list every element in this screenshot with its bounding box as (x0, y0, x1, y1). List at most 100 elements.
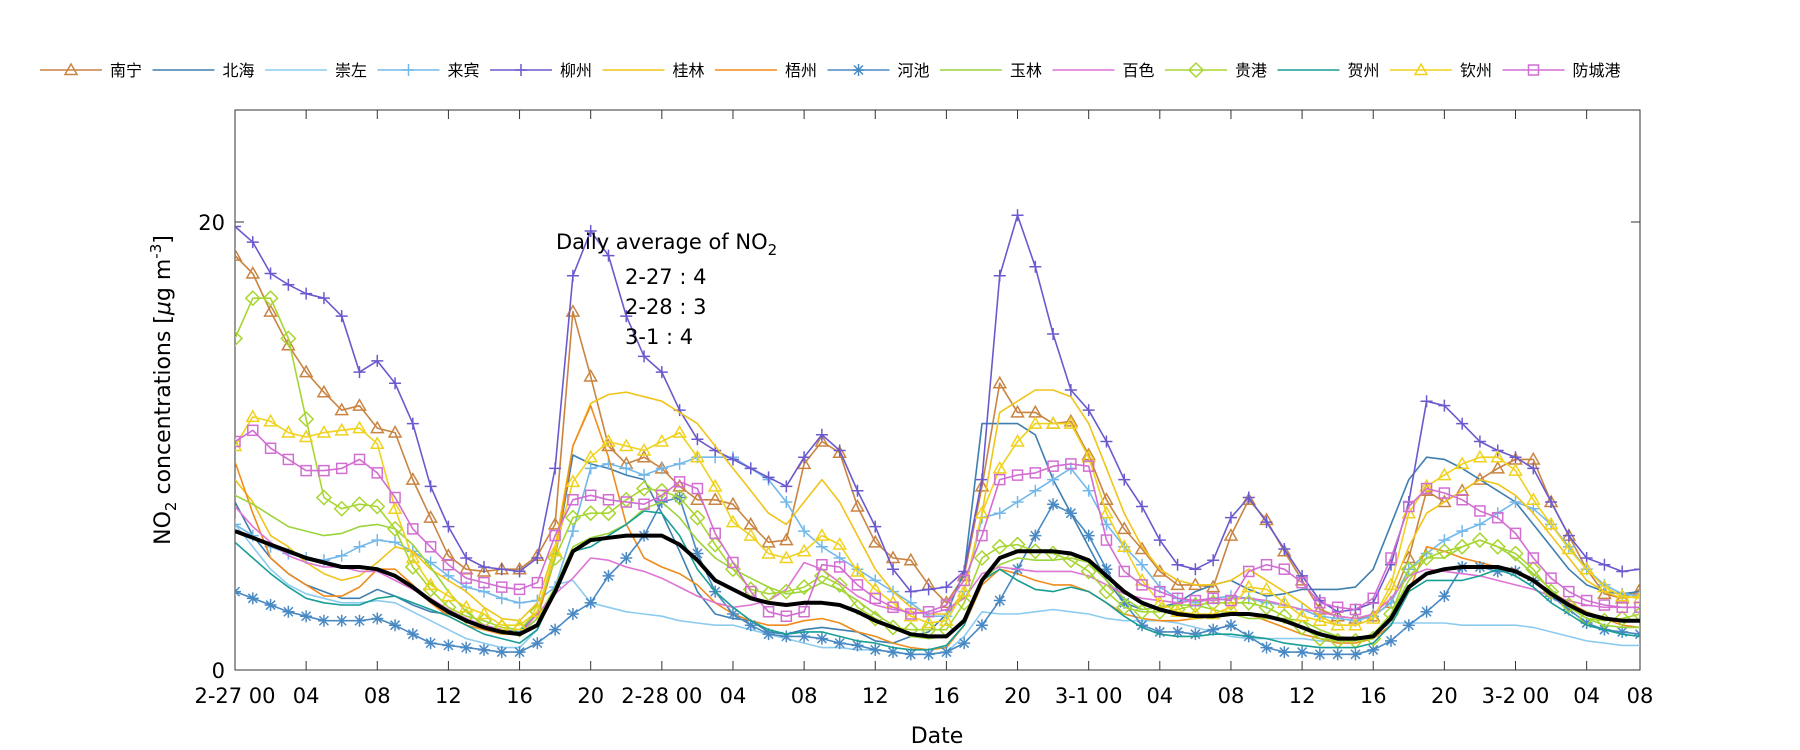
data-point (245, 266, 261, 279)
data-point (353, 366, 366, 379)
data-point (1508, 463, 1523, 476)
data-point (369, 498, 386, 515)
data-point (371, 612, 384, 625)
data-point (405, 550, 421, 564)
data-point (389, 377, 402, 390)
data-point (1207, 623, 1220, 636)
legend-label: 南宁 (110, 61, 142, 80)
legend-label: 百色 (1123, 61, 1155, 80)
data-point (549, 529, 561, 542)
data-point (958, 637, 971, 650)
data-point (904, 648, 917, 661)
data-point (245, 409, 261, 423)
data-point (638, 469, 651, 482)
data-point (1063, 416, 1079, 429)
data-point (798, 525, 811, 538)
data-point (496, 581, 508, 593)
legend-item: 来宾 (377, 61, 480, 80)
data-point (1632, 590, 1640, 604)
data-point (1011, 209, 1024, 222)
data-point (726, 453, 739, 466)
legend-label: 贵港 (1235, 61, 1267, 80)
data-point (476, 563, 492, 577)
data-point (477, 643, 490, 656)
data-point (1116, 599, 1133, 616)
y-tick-label: 0 (212, 659, 225, 683)
data-point (1189, 628, 1202, 641)
data-point (832, 445, 847, 458)
data-point (1400, 561, 1417, 578)
data-point (387, 501, 403, 514)
data-point (1171, 558, 1184, 571)
data-point (1189, 563, 1202, 576)
data-point (1296, 646, 1309, 659)
data-point (620, 496, 633, 508)
data-point (1224, 511, 1237, 524)
data-point (798, 606, 810, 618)
data-point (351, 496, 368, 513)
data-point (1472, 449, 1488, 463)
data-point (636, 449, 652, 463)
annotation-title-sub: 2 (768, 241, 778, 259)
data-point (939, 613, 954, 626)
series-均值 (235, 529, 1640, 641)
legend-marker (515, 64, 527, 76)
x-tick-label: 3-2 00 (1482, 684, 1550, 708)
data-point (815, 428, 828, 441)
data-point (956, 584, 972, 597)
data-point (1509, 451, 1522, 464)
data-point (300, 287, 313, 300)
data-point (1579, 561, 1594, 575)
data-point (1133, 603, 1151, 620)
data-point (1099, 492, 1114, 506)
data-point (389, 619, 402, 632)
data-point (1563, 585, 1575, 598)
data-point (235, 330, 244, 347)
legend-label: 柳州 (560, 61, 592, 80)
data-point (958, 574, 970, 587)
data-point (816, 558, 828, 571)
data-point (1011, 469, 1024, 481)
data-point (1509, 496, 1522, 508)
data-point (762, 628, 775, 641)
data-point (815, 540, 828, 553)
data-point (371, 467, 384, 479)
data-point (1490, 449, 1506, 463)
data-point (1474, 505, 1486, 517)
data-point (353, 540, 366, 553)
series-line (235, 297, 1640, 642)
data-point (903, 608, 919, 622)
data-point (371, 354, 384, 367)
x-tick-label: 08 (364, 684, 391, 708)
data-point (1525, 492, 1541, 506)
data-point (691, 433, 704, 446)
data-point (423, 510, 438, 523)
data-point (315, 489, 332, 506)
data-point (1401, 505, 1417, 519)
data-point (1082, 404, 1095, 417)
data-point (458, 599, 474, 613)
data-point (531, 576, 544, 589)
data-point (1118, 565, 1130, 578)
data-point (298, 364, 314, 378)
data-point (442, 520, 455, 533)
data-point (1100, 435, 1113, 448)
data-point (1118, 473, 1131, 486)
data-point (353, 453, 366, 466)
data-point (620, 552, 633, 564)
data-point (1562, 603, 1575, 616)
data-point (832, 537, 847, 550)
data-point (975, 473, 988, 486)
data-point (1136, 619, 1149, 632)
data-point (1561, 541, 1577, 555)
data-point (335, 310, 348, 323)
series-line (235, 529, 1640, 641)
data-point (1314, 597, 1326, 609)
data-point (1241, 579, 1257, 593)
data-point (1471, 532, 1488, 549)
data-point (442, 558, 455, 571)
data-point (707, 478, 723, 492)
data-point (1348, 617, 1363, 631)
data-point (387, 520, 404, 537)
